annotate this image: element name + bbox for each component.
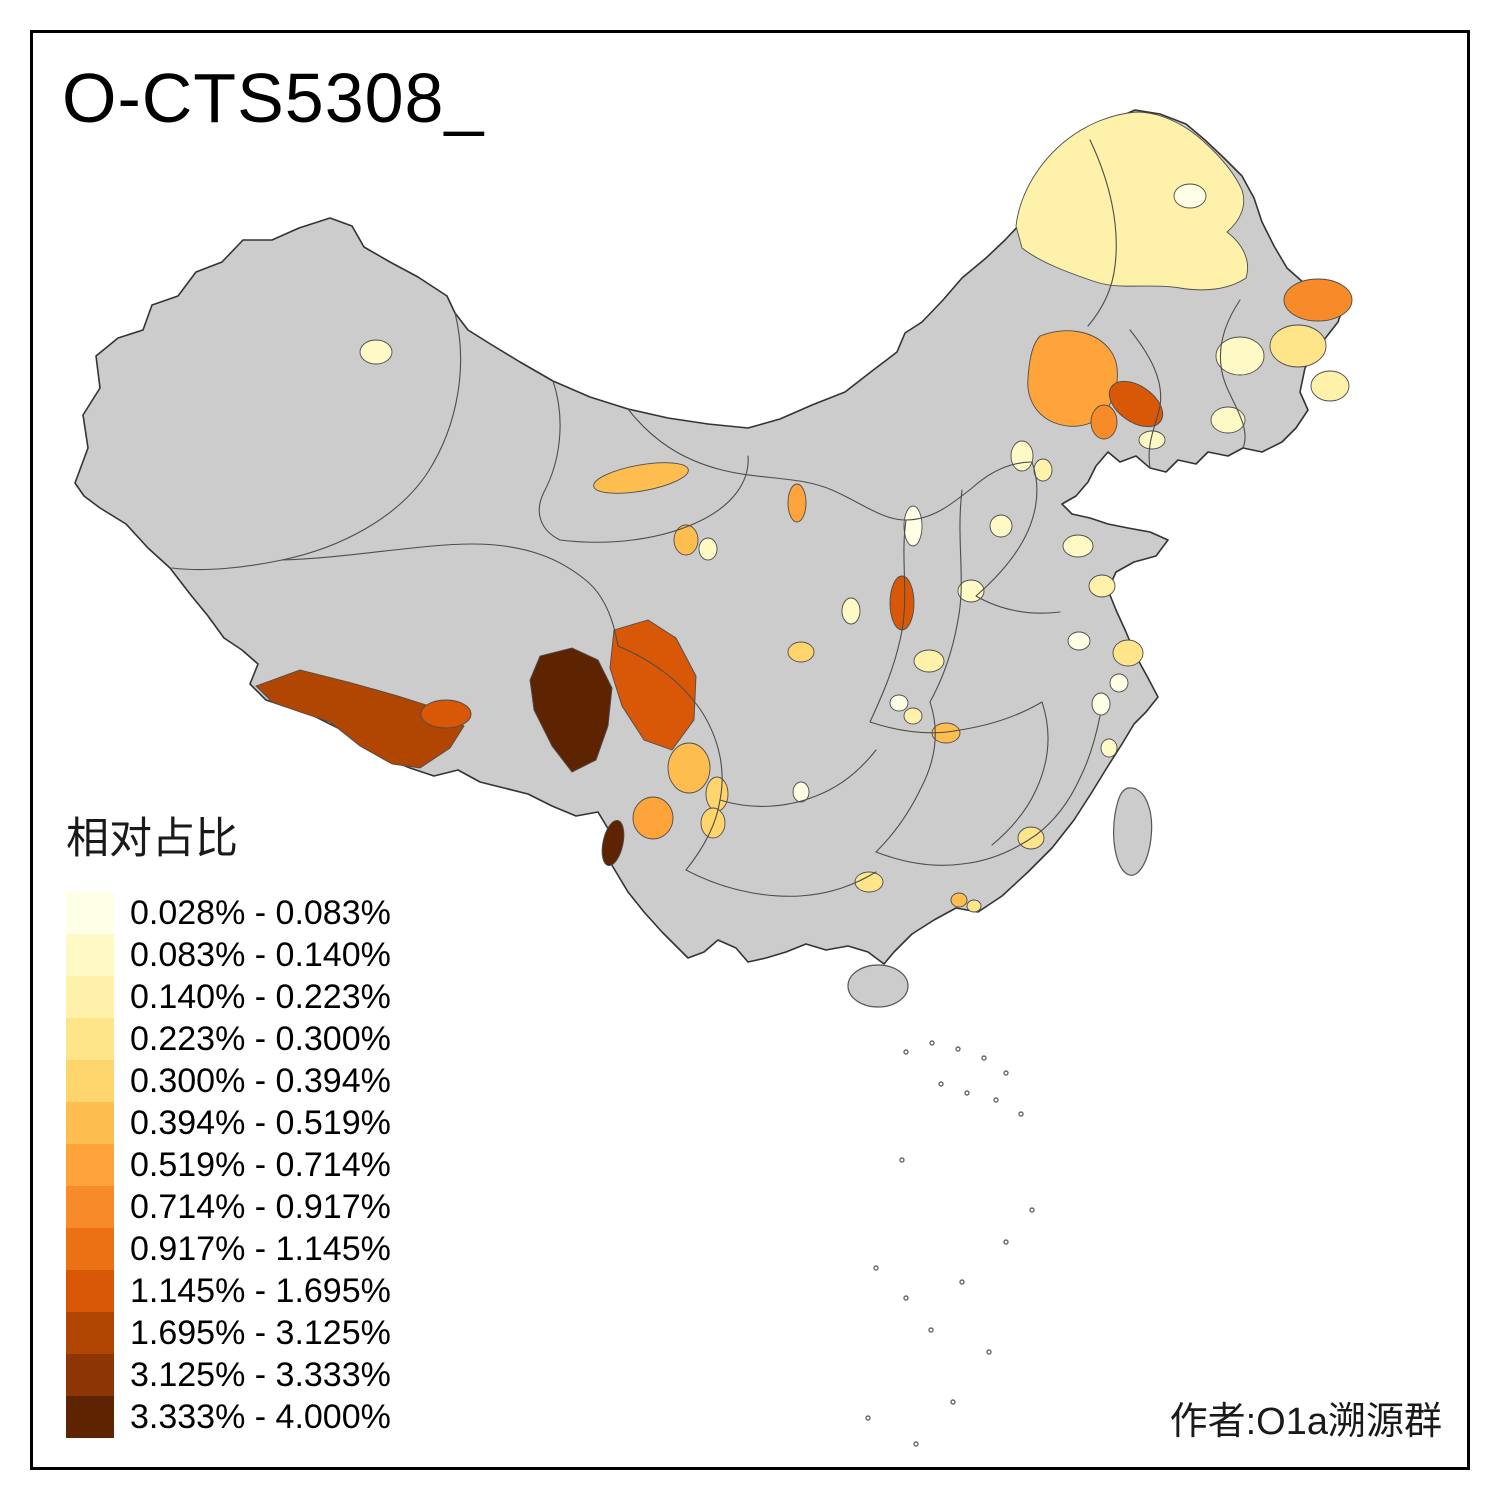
taiwan-island — [1113, 787, 1153, 876]
map-region — [787, 483, 807, 523]
legend-label: 3.333% - 4.000% — [130, 1397, 391, 1436]
legend-label: 0.519% - 0.714% — [130, 1145, 391, 1184]
legend-swatch — [66, 1060, 114, 1102]
map-region — [903, 707, 923, 725]
legend-swatch — [66, 892, 114, 934]
legend-item: 0.028% - 0.083% — [66, 892, 391, 934]
map-region — [1109, 673, 1129, 693]
legend-item: 0.083% - 0.140% — [66, 934, 391, 976]
map-region — [787, 641, 815, 663]
legend-item: 0.300% - 0.394% — [66, 1060, 391, 1102]
legend-swatch — [66, 1018, 114, 1060]
south-sea-islets — [865, 1040, 1035, 1447]
legend-item: 0.714% - 0.917% — [66, 1186, 391, 1228]
map-region — [632, 796, 674, 840]
legend-label: 0.300% - 0.394% — [130, 1061, 391, 1100]
legend-label: 1.695% - 3.125% — [130, 1313, 391, 1352]
map-region — [529, 647, 613, 773]
legend-label: 0.223% - 0.300% — [130, 1019, 391, 1058]
legend-swatch — [66, 934, 114, 976]
legend-label: 0.083% - 0.140% — [130, 935, 391, 974]
legend-item: 0.394% - 0.519% — [66, 1102, 391, 1144]
map-region — [1215, 336, 1265, 376]
map-region — [1112, 639, 1144, 667]
author-credit: 作者:O1a溯源群 — [1169, 1401, 1442, 1443]
map-region — [1108, 380, 1164, 428]
legend-swatch — [66, 1354, 114, 1396]
map-region — [841, 597, 861, 625]
legend-swatch — [66, 1228, 114, 1270]
map-region — [359, 339, 393, 365]
colored-regions — [255, 111, 1353, 913]
legend-label: 0.028% - 0.083% — [130, 893, 391, 932]
legend-item: 1.145% - 1.695% — [66, 1270, 391, 1312]
map-region — [1269, 324, 1327, 368]
legend-item: 1.695% - 3.125% — [66, 1312, 391, 1354]
map-region — [601, 819, 625, 867]
map-region — [889, 575, 915, 631]
map-region — [1100, 738, 1118, 758]
map-region — [1283, 278, 1353, 322]
province-borders — [171, 139, 1246, 897]
map-region — [1062, 534, 1094, 558]
legend-label: 3.125% - 3.333% — [130, 1355, 391, 1394]
legend-label: 0.714% - 0.917% — [130, 1187, 391, 1226]
legend-items: 0.028% - 0.083% 0.083% - 0.140% 0.140% - 0… — [66, 892, 391, 1438]
legend-item: 0.917% - 1.145% — [66, 1228, 391, 1270]
hainan-island — [847, 964, 909, 1008]
legend-item: 0.140% - 0.223% — [66, 976, 391, 1018]
legend-label: 1.145% - 1.695% — [130, 1271, 391, 1310]
legend-swatch — [66, 1186, 114, 1228]
legend-label: 0.917% - 1.145% — [130, 1229, 391, 1268]
legend-item: 3.125% - 3.333% — [66, 1354, 391, 1396]
legend-item: 0.519% - 0.714% — [66, 1144, 391, 1186]
map-region — [889, 694, 909, 712]
map-region — [1010, 440, 1034, 472]
legend-title: 相对占比 — [66, 815, 238, 863]
page-title: O-CTS5308_ — [62, 59, 485, 137]
map-region — [1138, 430, 1166, 450]
map-region — [667, 742, 711, 794]
legend-label: 0.140% - 0.223% — [130, 977, 391, 1016]
map-region — [698, 537, 718, 561]
map-region — [593, 462, 689, 494]
legend-swatch — [66, 976, 114, 1018]
map-region — [255, 669, 465, 769]
legend-swatch — [66, 1144, 114, 1186]
legend: 相对占比 0.028% - 0.083% 0.083% - 0.140% 0.140… — [66, 804, 391, 1438]
map-region — [913, 649, 945, 673]
map-region — [966, 899, 982, 913]
legend-item: 0.223% - 0.300% — [66, 1018, 391, 1060]
legend-swatch — [66, 1312, 114, 1354]
legend-swatch — [66, 1102, 114, 1144]
map-region — [1173, 183, 1207, 209]
map-region — [700, 807, 726, 839]
map-region — [1015, 111, 1248, 291]
map-region — [1210, 406, 1246, 434]
map-region — [950, 892, 968, 908]
map-region — [420, 699, 472, 729]
map-region — [1310, 370, 1350, 402]
legend-item: 3.333% - 4.000% — [66, 1396, 391, 1438]
map-region — [1033, 458, 1053, 482]
map-region — [854, 871, 884, 893]
map-region — [1088, 574, 1116, 598]
legend-swatch — [66, 1270, 114, 1312]
map-region — [1067, 631, 1091, 651]
map-region — [792, 781, 810, 803]
map-region — [705, 776, 729, 812]
legend-label: 0.394% - 0.519% — [130, 1103, 391, 1142]
map-region — [673, 524, 699, 556]
map-region — [1090, 404, 1118, 440]
map-region — [903, 505, 923, 547]
map-region — [989, 514, 1013, 538]
map-region — [1091, 692, 1111, 716]
legend-swatch — [66, 1396, 114, 1438]
